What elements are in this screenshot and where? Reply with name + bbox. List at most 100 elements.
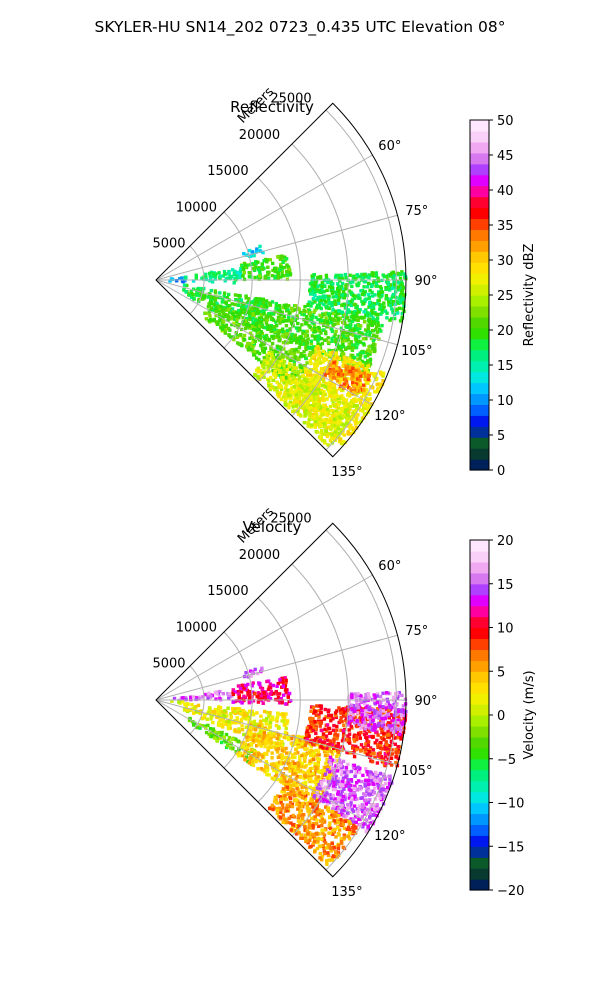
colorbar-tick-label: 30 (497, 254, 514, 269)
velocity-panel: Velocity 5000 10000 15000 20000 25000 60° 75° 90… (152, 504, 537, 900)
colorbar-swatch (470, 120, 489, 132)
range-tick-label: 10000 (176, 200, 217, 215)
colorbar-tick-label: 20 (497, 534, 514, 549)
colorbar-tick-label: 5 (497, 429, 505, 444)
colorbar-swatch (470, 196, 489, 209)
colorbar-swatch (470, 813, 489, 825)
reflectivity-sector-outline (155, 102, 407, 458)
range-tick-label: 15000 (207, 584, 248, 599)
colorbar-swatch (470, 682, 489, 694)
velocity-sector-outline (155, 522, 407, 878)
colorbar-swatch (470, 846, 489, 858)
azimuth-tick-label: 60° (378, 139, 401, 154)
colorbar-swatch (470, 638, 489, 650)
velocity-echo-region (268, 780, 358, 866)
colorbar-swatch (470, 393, 489, 405)
colorbar-swatch (470, 649, 489, 661)
colorbar-swatch (470, 338, 489, 351)
colorbar-swatch (470, 284, 489, 296)
azimuth-tick-label: 90° (414, 274, 437, 289)
azimuth-spoke (155, 279, 373, 406)
colorbar-swatch (470, 660, 489, 672)
colorbar-swatch (470, 316, 489, 329)
colorbar-swatch (470, 207, 489, 220)
colorbar-swatch (470, 594, 489, 607)
range-tick-label: 20000 (239, 128, 280, 143)
azimuth-spoke (155, 279, 398, 346)
colorbar-swatch (470, 185, 489, 198)
reflectivity-echo-region (168, 276, 187, 284)
colorbar-swatch (470, 561, 489, 574)
colorbar-swatch (470, 415, 489, 427)
colorbar-swatch (470, 295, 489, 307)
colorbar-swatch (470, 448, 489, 460)
range-tick-label: 15000 (207, 164, 248, 179)
colorbar-tick-label: 40 (497, 184, 514, 199)
velocity-echo-region (346, 691, 408, 736)
reflectivity-polar-grid: 5000 10000 15000 20000 25000 60° 75° 90° 105° 120… (152, 92, 437, 480)
figure-title: SKYLER-HU SN14_202 0723_0.435 UTC Elevat… (95, 18, 506, 37)
colorbar-swatch (470, 130, 489, 143)
reflectivity-colorbar: 0 5 10 15 20 25 30 35 40 45 50 Reflectivity dBZ (469, 114, 537, 479)
colorbar-swatch (470, 382, 489, 395)
azimuth-tick-label: 120° (374, 829, 405, 844)
colorbar-swatch (470, 605, 489, 618)
colorbar-tick-label: 15 (497, 578, 514, 593)
azimuth-tick-label: 120° (374, 409, 405, 424)
azimuth-spoke (155, 214, 398, 281)
colorbar-swatch (470, 572, 489, 585)
reflectivity-echo-region (322, 360, 371, 396)
reflectivity-panel-title: Reflectivity (230, 98, 314, 116)
azimuth-tick-label: 105° (401, 344, 432, 359)
colorbar-tick-label: −5 (497, 753, 516, 768)
colorbar-swatch (470, 769, 489, 782)
range-tick-label: 10000 (176, 620, 217, 635)
range-tick-label: 25000 (270, 92, 311, 107)
colorbar-swatch (470, 791, 489, 804)
velocity-polar-grid: 5000 10000 15000 20000 25000 60° 75° 90° 105° 120… (152, 512, 437, 900)
colorbar-swatch (470, 693, 489, 705)
colorbar-swatch (470, 229, 489, 241)
colorbar-swatch (470, 802, 489, 815)
colorbar-swatch (470, 327, 489, 340)
azimuth-spoke (155, 699, 373, 826)
colorbar-tick-label: 15 (497, 359, 514, 374)
velocity-colorbar: −20 −15 −10 −5 0 5 10 15 20 Velocity (m/s) (469, 534, 537, 899)
velocity-panel-title: Velocity (243, 518, 302, 536)
colorbar-tick-label: 10 (497, 394, 514, 409)
range-tick-label: 5000 (152, 237, 185, 252)
colorbar-swatch (470, 704, 489, 716)
colorbar-swatch (470, 715, 489, 727)
colorbar-swatch (470, 218, 489, 230)
colorbar-tick-label: −20 (497, 884, 524, 899)
colorbar-swatch (470, 251, 489, 263)
reflectivity-panel: Reflectivity 5000 10000 15000 20000 25000 60° 7… (152, 84, 537, 480)
azimuth-tick-label: 90° (414, 694, 437, 709)
colorbar-swatch (470, 868, 489, 880)
azimuth-tick-label: 60° (378, 559, 401, 574)
colorbar-swatch (470, 459, 489, 471)
colorbar-tick-label: 45 (497, 149, 514, 164)
colorbar-swatch (470, 583, 489, 596)
colorbar-swatch (470, 671, 489, 683)
reflectivity-echo-region (306, 270, 408, 323)
velocity-echo-region (231, 676, 293, 706)
velocity-echo-region (170, 699, 190, 706)
colorbar-swatch (470, 835, 489, 847)
colorbar-swatch (470, 747, 489, 760)
azimuth-spoke (155, 154, 373, 281)
colorbar-tick-label: 25 (497, 289, 514, 304)
colorbar-tick-label: 0 (497, 709, 505, 724)
colorbar-swatch (470, 152, 489, 165)
range-tick-label: 5000 (152, 657, 185, 672)
colorbar-swatch (470, 163, 489, 176)
colorbar-swatch (470, 273, 489, 285)
reflectivity-echo-region (239, 254, 293, 282)
colorbar-swatch (470, 616, 489, 629)
colorbar-tick-label: −10 (497, 797, 524, 812)
colorbar-swatch (470, 371, 489, 384)
reflectivity-echo-region (183, 267, 244, 285)
colorbar-swatch (470, 879, 489, 891)
azimuth-spoke (155, 574, 373, 701)
